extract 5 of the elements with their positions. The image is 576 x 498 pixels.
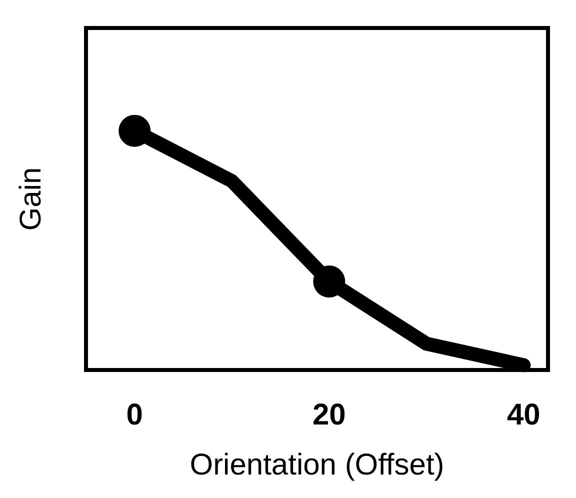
x-tick-label: 20 bbox=[312, 398, 346, 432]
y-axis-title: Gain bbox=[14, 167, 48, 231]
x-axis-title: Orientation (Offset) bbox=[190, 448, 444, 482]
x-tick-label: 0 bbox=[126, 398, 143, 432]
x-tick-label: 40 bbox=[506, 398, 540, 432]
